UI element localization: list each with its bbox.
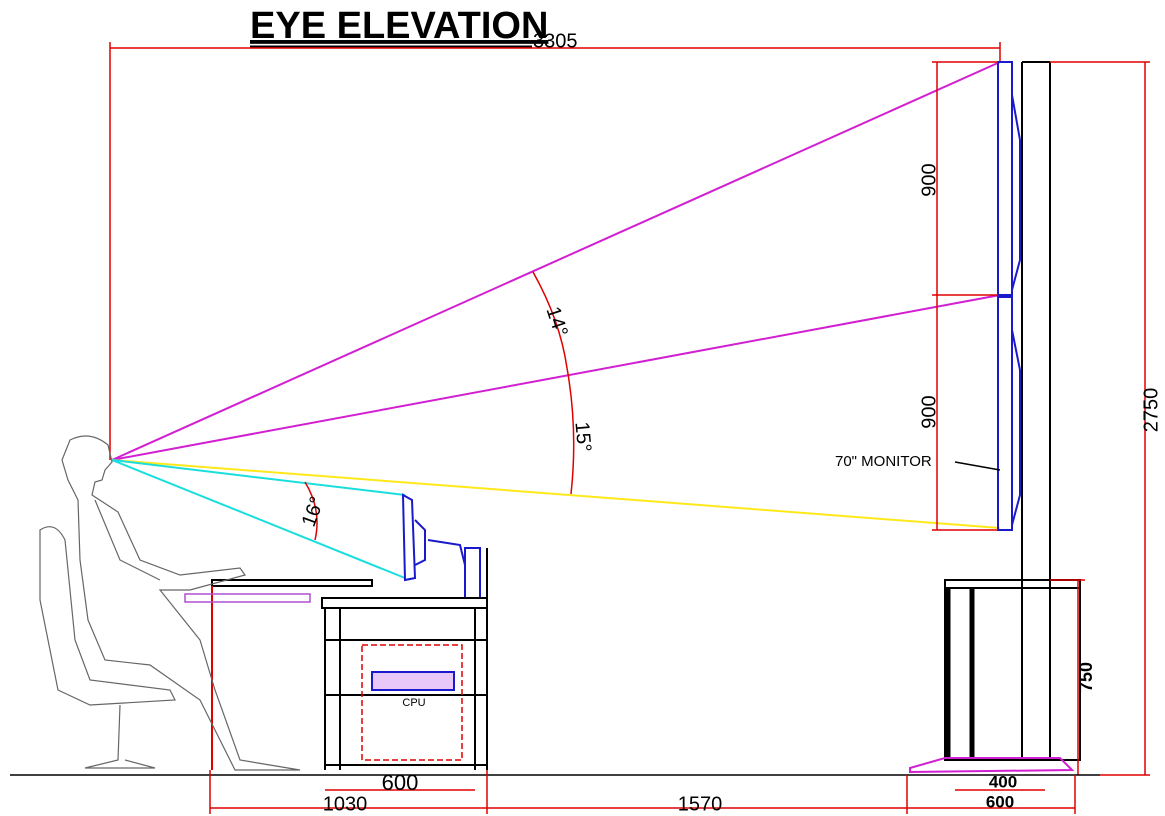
dim-900-lower: 900 (918, 395, 940, 428)
dim-900-upper: 900 (918, 163, 940, 196)
cpu-label: CPU (402, 697, 425, 709)
eye-elevation-drawing: EYE ELEVATION 3305 14° 15° 16° 70" MONIT… (0, 0, 1165, 816)
dim-1030: 1030 (323, 793, 368, 815)
top-dimension (110, 42, 1000, 460)
chair (40, 527, 175, 768)
person (62, 436, 300, 770)
dim-400: 400 (989, 772, 1017, 791)
dim-600-base: 600 (986, 792, 1014, 811)
angle-14: 14° (542, 304, 572, 340)
monitor-label: 70" MONITOR (835, 453, 932, 470)
right-dimensions (932, 62, 1150, 775)
dim-750: 750 (1076, 662, 1096, 692)
dim-3305: 3305 (533, 30, 578, 52)
dim-2750: 2750 (1140, 388, 1162, 433)
keyboard-tray (185, 594, 310, 602)
angle-15: 15° (570, 421, 595, 453)
dim-1570: 1570 (678, 793, 723, 815)
desk (212, 548, 487, 770)
cpu-panel (372, 672, 454, 690)
post (1022, 62, 1050, 760)
angle-16: 16° (298, 494, 329, 530)
desk-monitor (403, 495, 480, 598)
video-wall (998, 62, 1020, 530)
dim-600-desk: 600 (382, 770, 419, 795)
title: EYE ELEVATION (250, 5, 548, 47)
stand (945, 580, 1080, 760)
monitor-leader (955, 462, 1000, 470)
